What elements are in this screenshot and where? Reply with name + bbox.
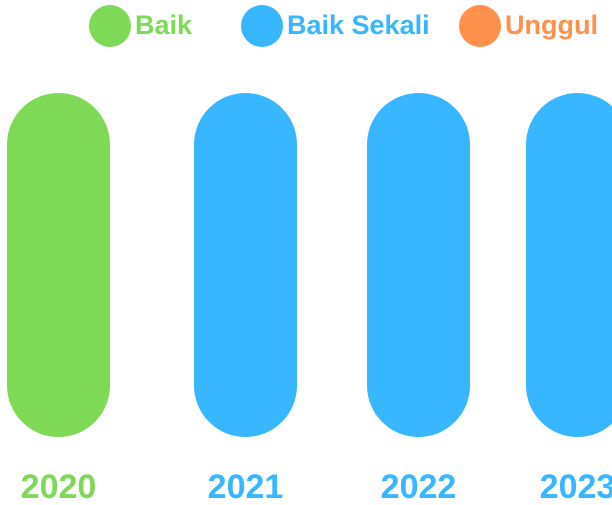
legend-label: Baik Sekali: [287, 10, 430, 40]
year-label: 2020: [21, 468, 97, 505]
legend-swatch: [89, 5, 131, 47]
year-label: 2021: [208, 468, 284, 505]
legend-label: Unggul: [505, 10, 598, 40]
legend-swatch: [241, 5, 283, 47]
year-pill: [194, 93, 297, 437]
year-label: 2023: [540, 468, 612, 505]
legend-swatch: [459, 5, 501, 47]
year-label: 2022: [381, 468, 457, 505]
legend-label: Baik: [135, 10, 193, 40]
year-pill: [526, 93, 612, 437]
year-pill: [367, 93, 470, 437]
year-pill: [7, 93, 110, 437]
